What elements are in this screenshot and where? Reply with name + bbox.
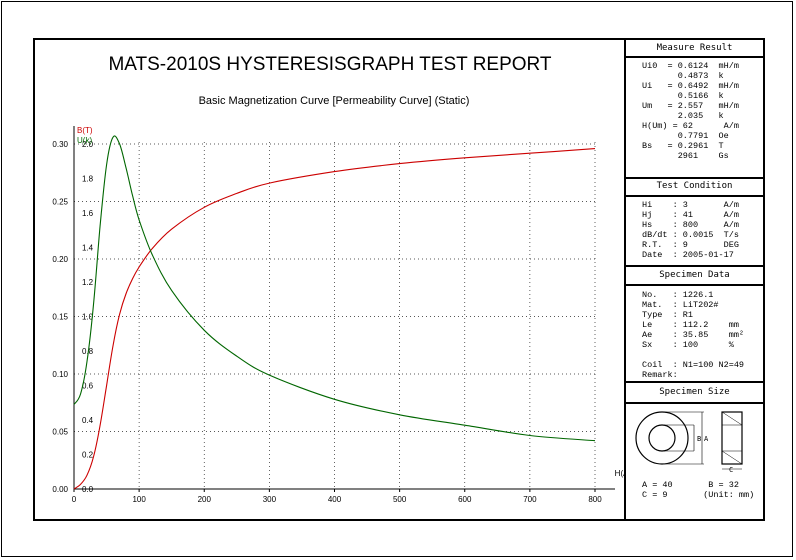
hatch-line bbox=[721, 411, 743, 426]
hatch-line bbox=[721, 450, 743, 465]
specimen-data-row: Type : R1 bbox=[642, 310, 694, 320]
y-tick-label-left: 0.30 bbox=[52, 140, 68, 149]
y-tick-label-right: 0.4 bbox=[82, 416, 94, 425]
report-border bbox=[33, 38, 765, 521]
y-tick-label-right: 1.6 bbox=[82, 209, 94, 218]
measure-result-row: 0.7791 Oe bbox=[642, 131, 729, 141]
y-tick-label-left: 0.10 bbox=[52, 370, 68, 379]
specimen-size-row: A = 40 B = 32 bbox=[642, 480, 739, 490]
x-tick-label: 600 bbox=[458, 495, 472, 504]
chart-title: Basic Magnetization Curve [Permeability … bbox=[199, 95, 470, 107]
measure-result-row: Ui = 0.6492 mH/m bbox=[642, 81, 739, 91]
x-tick-label: 300 bbox=[263, 495, 277, 504]
specimen-data-row: Ae : 35.85 mm² bbox=[642, 330, 745, 340]
y-tick-label-right: 0.2 bbox=[82, 451, 94, 460]
ring-inner-icon bbox=[648, 424, 676, 452]
y-tick-label-left: 0.05 bbox=[52, 428, 68, 437]
measure-result-row: 2.035 k bbox=[642, 111, 724, 121]
y-tick-label-right: 1.0 bbox=[82, 313, 94, 322]
y-tick-label-right: 0.6 bbox=[82, 382, 94, 391]
divider bbox=[626, 195, 763, 197]
series-line-uk bbox=[73, 135, 596, 442]
divider bbox=[626, 56, 763, 58]
specimen-size-title: Specimen Size bbox=[659, 387, 730, 397]
x-tick-label: 800 bbox=[588, 495, 602, 504]
y-axis-label-right: U(k) bbox=[77, 136, 92, 145]
measure-result-row: Bs = 0.2961 T bbox=[642, 141, 724, 151]
test-condition-row: Hs : 800 A/m bbox=[642, 220, 739, 230]
test-condition-row: Hj : 41 A/m bbox=[642, 210, 739, 220]
divider bbox=[626, 284, 763, 286]
y-tick-label-left: 0.20 bbox=[52, 255, 68, 264]
x-tick-label: 400 bbox=[328, 495, 342, 504]
specimen-size-diagram: B A C bbox=[635, 411, 743, 474]
measure-result-row: Um = 2.557 mH/m bbox=[642, 101, 739, 111]
test-condition-row: Date : 2005-01-17 bbox=[642, 250, 734, 260]
specimen-data-row: Le : 112.2 mm bbox=[642, 320, 739, 330]
divider bbox=[626, 265, 763, 267]
y-tick-label-right: 1.2 bbox=[82, 278, 94, 287]
test-condition-row: R.T. : 9 DEG bbox=[642, 240, 739, 250]
y-tick-label-right: 1.8 bbox=[82, 175, 94, 184]
dim-label-c: C bbox=[729, 466, 733, 474]
y-tick-label-left: 0.15 bbox=[52, 313, 68, 322]
x-tick-label: 200 bbox=[198, 495, 212, 504]
y-tick-label-right: 2.0 bbox=[82, 140, 94, 149]
chart-area: MATS-2010S HYSTERESISGRAPH TEST REPORT B… bbox=[35, 40, 640, 519]
plot-group: 0 100 200 300 400 500 600 700 800 0.00 0.05 0.10 0.1… bbox=[52, 126, 640, 504]
cross-section-icon bbox=[721, 411, 743, 465]
test-condition-row: dB/dt : 0.0015 T/s bbox=[642, 230, 739, 240]
test-condition-title: Test Condition bbox=[656, 181, 733, 191]
x-tick-label: 500 bbox=[393, 495, 407, 504]
x-axis-label: H(A/m) bbox=[615, 469, 624, 478]
divider bbox=[626, 381, 763, 383]
x-tick-label: 700 bbox=[523, 495, 537, 504]
divider bbox=[626, 402, 763, 404]
measure-result-row: 2961 Gs bbox=[642, 151, 729, 161]
specimen-size-row: C = 9 (Unit: mm) bbox=[642, 490, 755, 500]
measure-result-row: 0.4873 k bbox=[642, 71, 724, 81]
measure-result-row: H(Um) = 62 A/m bbox=[642, 121, 739, 131]
y-tick-label-left: 0.25 bbox=[52, 198, 68, 207]
report-title: MATS-2010S HYSTERESISGRAPH TEST REPORT bbox=[108, 54, 551, 75]
chart-svg: MATS-2010S HYSTERESISGRAPH TEST REPORT B… bbox=[52, 54, 640, 504]
specimen-data-row: Mat. : LiT202# bbox=[642, 300, 719, 310]
dim-label-b: B bbox=[697, 435, 701, 443]
measure-result-title: Measure Result bbox=[656, 43, 733, 53]
y-tick-label-right: 1.4 bbox=[82, 244, 94, 253]
specimen-data-row: Remark: bbox=[642, 370, 678, 380]
specimen-data-title: Specimen Data bbox=[659, 270, 730, 280]
series-line-bt bbox=[73, 148, 596, 490]
test-condition-row: Hi : 3 A/m bbox=[642, 200, 739, 210]
measure-result-row: Ui0 = 0.6124 mH/m bbox=[642, 61, 739, 71]
specimen-data-row: Coil : N1=100 N2=49 bbox=[642, 360, 745, 370]
measure-result-row: 0.5166 k bbox=[642, 91, 724, 101]
y-tick-label-left: 0.00 bbox=[52, 485, 68, 494]
ring-outer-icon bbox=[635, 411, 689, 465]
specimen-data-row: No. : 1226.1 bbox=[642, 290, 714, 300]
y-axis-label-left: B(T) bbox=[77, 126, 93, 135]
x-tick-label: 0 bbox=[72, 495, 77, 504]
divider bbox=[626, 177, 763, 179]
dim-label-a: A bbox=[704, 435, 709, 443]
specimen-data-row: Sx : 100 % bbox=[642, 340, 734, 350]
info-panel: Measure Result Ui0 = 0.6124 mH/m 0.4873 … bbox=[624, 40, 763, 519]
x-tick-label: 100 bbox=[132, 495, 146, 504]
